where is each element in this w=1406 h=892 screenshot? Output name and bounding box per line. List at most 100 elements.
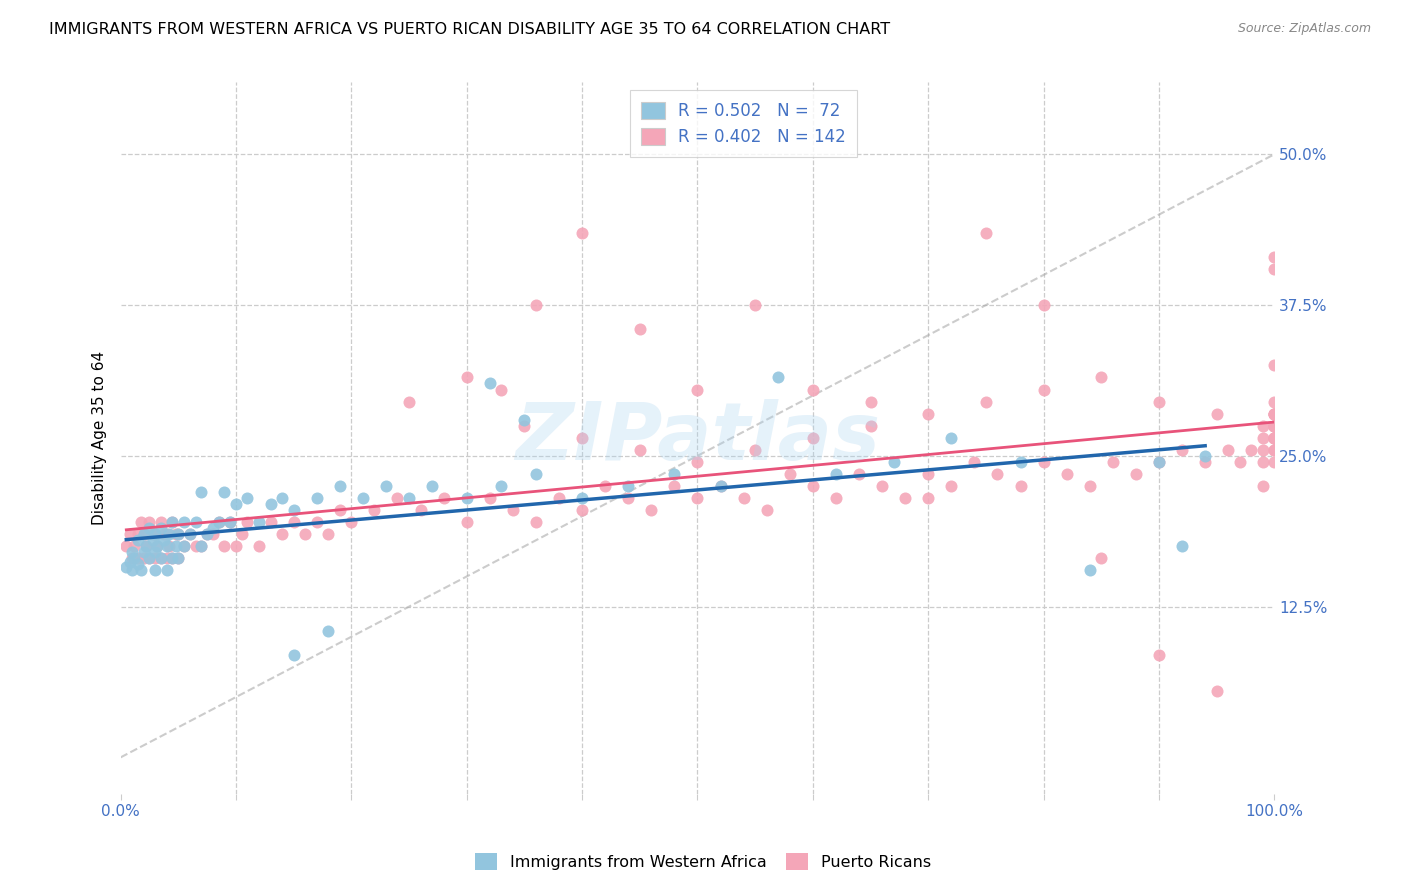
Point bbox=[283, 648, 305, 662]
Text: Source: ZipAtlas.com: Source: ZipAtlas.com bbox=[1237, 22, 1371, 36]
Point bbox=[733, 491, 755, 505]
Point bbox=[433, 491, 456, 505]
Point bbox=[456, 370, 478, 384]
Point bbox=[173, 539, 195, 553]
Point bbox=[848, 467, 870, 481]
Point bbox=[149, 515, 172, 529]
Point bbox=[571, 491, 593, 505]
Point bbox=[1263, 418, 1285, 433]
Point bbox=[524, 467, 547, 481]
Point bbox=[801, 383, 824, 397]
Point bbox=[1263, 418, 1285, 433]
Point bbox=[456, 515, 478, 529]
Point bbox=[963, 455, 986, 469]
Point bbox=[236, 491, 259, 505]
Point bbox=[1263, 431, 1285, 445]
Point bbox=[195, 527, 218, 541]
Point bbox=[398, 491, 420, 505]
Point bbox=[271, 527, 294, 541]
Point bbox=[1263, 261, 1285, 276]
Point bbox=[571, 226, 593, 240]
Point bbox=[165, 539, 187, 553]
Point bbox=[478, 491, 501, 505]
Point bbox=[1240, 442, 1263, 457]
Point bbox=[157, 527, 180, 541]
Point bbox=[214, 539, 236, 553]
Point bbox=[127, 527, 149, 541]
Point bbox=[974, 394, 997, 409]
Point bbox=[132, 551, 155, 566]
Point bbox=[121, 551, 143, 566]
Point bbox=[974, 226, 997, 240]
Point bbox=[1194, 449, 1216, 463]
Point bbox=[1263, 442, 1285, 457]
Point bbox=[283, 503, 305, 517]
Point bbox=[316, 624, 339, 638]
Point bbox=[129, 564, 152, 578]
Point bbox=[132, 527, 155, 541]
Point bbox=[1251, 479, 1274, 493]
Point bbox=[398, 394, 420, 409]
Point bbox=[1147, 455, 1170, 469]
Point bbox=[179, 527, 201, 541]
Point bbox=[1078, 479, 1101, 493]
Point bbox=[1263, 418, 1285, 433]
Point bbox=[502, 503, 524, 517]
Point bbox=[941, 479, 963, 493]
Point bbox=[118, 527, 141, 541]
Point bbox=[1078, 564, 1101, 578]
Point bbox=[184, 515, 207, 529]
Point bbox=[247, 515, 270, 529]
Point bbox=[387, 491, 409, 505]
Point bbox=[340, 515, 363, 529]
Point bbox=[190, 539, 212, 553]
Point bbox=[167, 551, 190, 566]
Point bbox=[1010, 455, 1032, 469]
Point bbox=[305, 491, 328, 505]
Point bbox=[121, 545, 143, 559]
Point bbox=[225, 539, 247, 553]
Point bbox=[801, 479, 824, 493]
Point bbox=[1263, 418, 1285, 433]
Point bbox=[617, 479, 640, 493]
Point bbox=[138, 551, 160, 566]
Point bbox=[1032, 383, 1054, 397]
Point bbox=[664, 479, 686, 493]
Point bbox=[225, 497, 247, 511]
Point bbox=[156, 564, 179, 578]
Point bbox=[1171, 539, 1194, 553]
Point bbox=[1251, 455, 1274, 469]
Point bbox=[859, 394, 882, 409]
Point bbox=[941, 431, 963, 445]
Point bbox=[156, 551, 179, 566]
Point bbox=[801, 431, 824, 445]
Point bbox=[167, 527, 190, 541]
Point bbox=[165, 527, 187, 541]
Point bbox=[138, 521, 160, 535]
Point bbox=[709, 479, 731, 493]
Point bbox=[1263, 418, 1285, 433]
Point bbox=[201, 527, 224, 541]
Point bbox=[156, 527, 179, 541]
Legend: Immigrants from Western Africa, Puerto Ricans: Immigrants from Western Africa, Puerto R… bbox=[465, 844, 941, 880]
Point bbox=[1263, 407, 1285, 421]
Point bbox=[1263, 431, 1285, 445]
Point bbox=[1171, 442, 1194, 457]
Point bbox=[124, 539, 146, 553]
Point bbox=[1101, 455, 1123, 469]
Point bbox=[686, 455, 709, 469]
Point bbox=[1125, 467, 1147, 481]
Point bbox=[142, 533, 165, 548]
Point bbox=[917, 467, 939, 481]
Point bbox=[259, 497, 281, 511]
Point bbox=[329, 503, 352, 517]
Point bbox=[1263, 407, 1285, 421]
Point bbox=[143, 527, 166, 541]
Point bbox=[271, 491, 294, 505]
Point bbox=[1263, 407, 1285, 421]
Point bbox=[1251, 442, 1274, 457]
Point bbox=[156, 539, 179, 553]
Point bbox=[127, 558, 149, 572]
Point bbox=[352, 491, 374, 505]
Point bbox=[1251, 431, 1274, 445]
